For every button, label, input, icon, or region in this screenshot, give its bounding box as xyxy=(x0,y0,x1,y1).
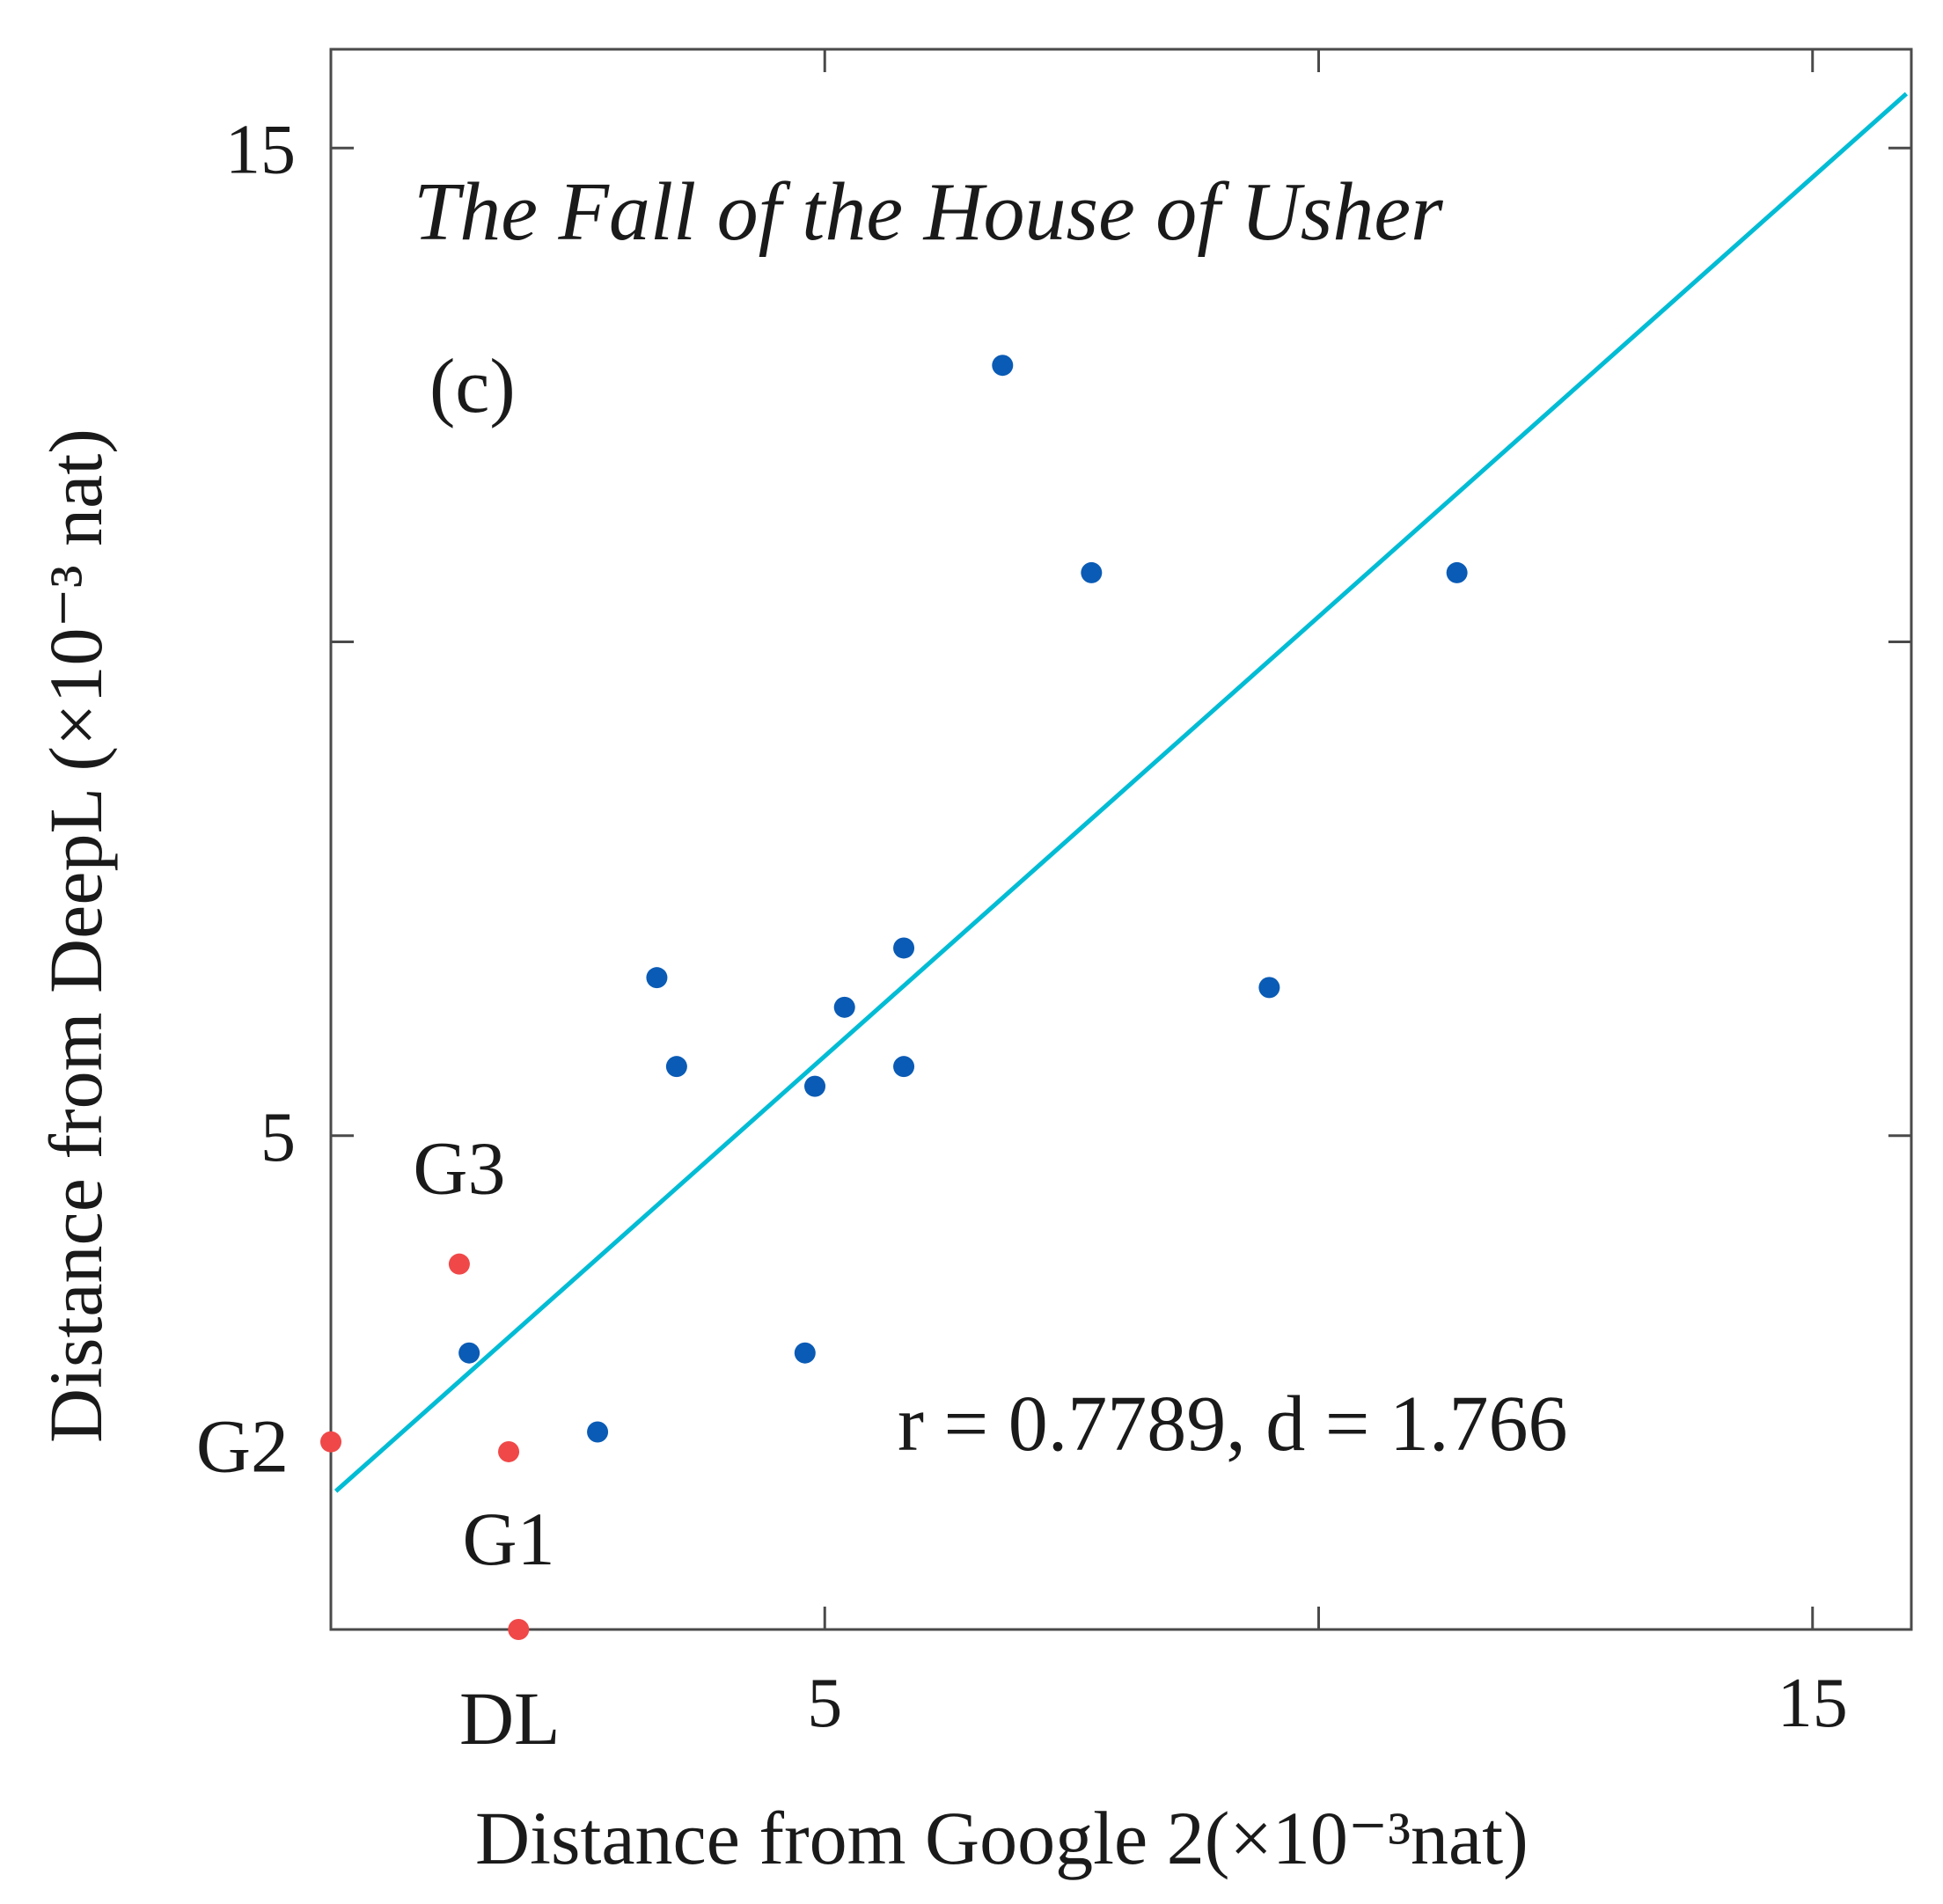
data-point-s0-11 xyxy=(794,1342,816,1364)
data-point-s0-0 xyxy=(992,355,1014,377)
data-point-s1-2 xyxy=(498,1440,520,1462)
stats-annotation: r = 0.7789, d = 1.766 xyxy=(898,1380,1567,1468)
point-label-g2: G2 xyxy=(196,1404,289,1489)
point-label-g1: G1 xyxy=(462,1497,554,1581)
plot-frame xyxy=(329,48,1913,1631)
x-tick-label-1: 15 xyxy=(1778,1665,1848,1742)
y-axis-label: Distance from DeepL (×10⁻³ nat) xyxy=(33,428,118,1443)
point-label-g3: G3 xyxy=(413,1126,505,1211)
y-tick-label-1: 15 xyxy=(225,111,296,188)
data-point-s1-1 xyxy=(320,1431,341,1453)
data-point-s0-8 xyxy=(893,1056,915,1078)
data-point-s0-3 xyxy=(646,967,668,989)
data-point-s0-9 xyxy=(1258,977,1280,999)
data-point-s0-1 xyxy=(1081,561,1103,583)
data-point-s1-3 xyxy=(508,1619,530,1640)
x-tick-label-0: 5 xyxy=(807,1665,842,1742)
data-point-s0-6 xyxy=(893,937,915,959)
data-point-s0-2 xyxy=(1446,561,1468,583)
data-point-s0-5 xyxy=(833,996,855,1018)
x-axis-label: Distance from Google 2(×10⁻³nat) xyxy=(475,1796,1529,1880)
data-point-s0-12 xyxy=(587,1421,609,1443)
data-point-s0-4 xyxy=(665,1056,687,1078)
y-tick-label-0: 5 xyxy=(260,1099,296,1176)
point-label-dl: DL xyxy=(459,1676,561,1761)
regression-line xyxy=(334,92,1909,1493)
data-point-s0-7 xyxy=(804,1075,826,1097)
data-point-s1-0 xyxy=(448,1253,470,1275)
panel-label: (c) xyxy=(429,344,516,429)
chart-title: The Fall of the House of Usher xyxy=(414,166,1443,258)
data-point-s0-10 xyxy=(458,1342,480,1364)
